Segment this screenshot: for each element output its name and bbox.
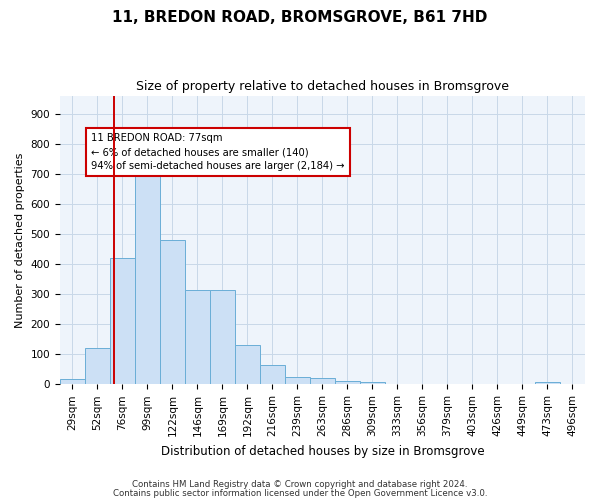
Bar: [335, 382, 360, 384]
Bar: [60, 379, 85, 384]
Bar: [210, 290, 235, 384]
Bar: [135, 164, 160, 384]
Title: Size of property relative to detached houses in Bromsgrove: Size of property relative to detached ho…: [136, 80, 509, 93]
Bar: [235, 345, 260, 385]
Bar: [535, 382, 560, 384]
Bar: [310, 378, 335, 384]
Text: 11 BREDON ROAD: 77sqm
← 6% of detached houses are smaller (140)
94% of semi-deta: 11 BREDON ROAD: 77sqm ← 6% of detached h…: [91, 133, 345, 171]
Bar: [85, 348, 110, 385]
Bar: [285, 378, 310, 384]
Bar: [185, 290, 210, 384]
Bar: [260, 365, 285, 384]
Bar: [360, 382, 385, 384]
Text: Contains HM Land Registry data © Crown copyright and database right 2024.: Contains HM Land Registry data © Crown c…: [132, 480, 468, 489]
X-axis label: Distribution of detached houses by size in Bromsgrove: Distribution of detached houses by size …: [161, 444, 484, 458]
Y-axis label: Number of detached properties: Number of detached properties: [15, 152, 25, 328]
Text: 11, BREDON ROAD, BROMSGROVE, B61 7HD: 11, BREDON ROAD, BROMSGROVE, B61 7HD: [112, 10, 488, 25]
Text: Contains public sector information licensed under the Open Government Licence v3: Contains public sector information licen…: [113, 489, 487, 498]
Bar: [160, 240, 185, 384]
Bar: [110, 258, 135, 384]
